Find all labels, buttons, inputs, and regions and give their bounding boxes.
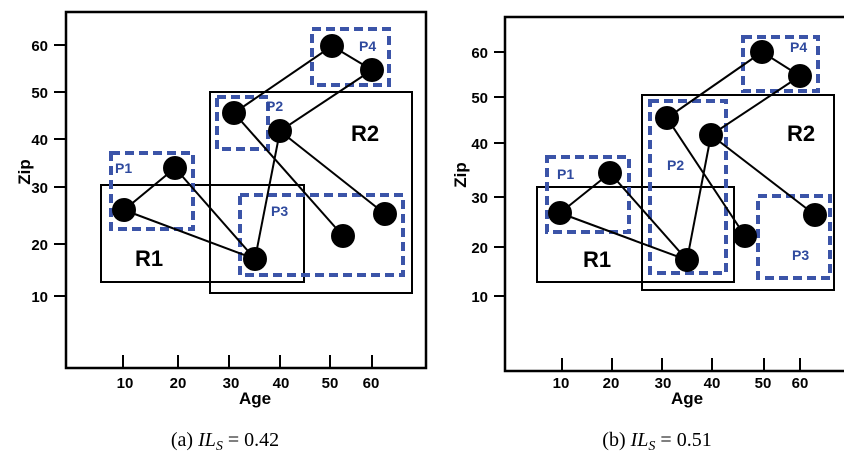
panel-a-x-label: Age	[239, 389, 271, 408]
panel-a-point	[320, 34, 344, 58]
panel-a-frame	[64, 10, 428, 370]
panel-a-ytick: 20	[31, 237, 48, 254]
panel-a-partition-p2	[215, 95, 270, 151]
panel-b-ytick: 20	[471, 240, 488, 257]
panel-b-y-axis: 60 50 40 30 20 10 Zip	[451, 45, 505, 306]
panel-b-edge	[666, 117, 746, 237]
panel-a-xtick: 60	[363, 375, 380, 392]
panel-a-ytick: 10	[31, 289, 48, 306]
panel-a-edge	[254, 130, 281, 260]
panel-b: 60 50 40 30 20 10 Zip 10 20 30 40 50 60 …	[451, 15, 844, 454]
panel-a-partition-p1	[109, 151, 195, 231]
panel-b-partition-p1-label: P1	[557, 166, 574, 182]
panel-b-edge	[686, 134, 712, 261]
panel-b-ytick: 60	[471, 45, 488, 62]
panel-a-y-label: Zip	[15, 159, 34, 185]
panel-b-point	[598, 161, 622, 185]
panel-a-xtick: 20	[170, 375, 187, 392]
panel-b-edge	[559, 212, 688, 261]
panel-a-region-r1	[100, 184, 305, 283]
panel-b-partition-p3-label: P3	[792, 247, 809, 263]
panel-a-edge	[123, 209, 256, 260]
panel-a-ytick: 50	[31, 85, 48, 102]
panel-a-region-r1-label: R1	[135, 246, 163, 271]
panel-b-point	[675, 248, 699, 272]
panel-a-partition-p3-label: P3	[271, 203, 288, 219]
panel-a-xtick: 50	[322, 375, 339, 392]
panel-a-point	[268, 119, 292, 143]
panel-a-ytick: 30	[31, 180, 48, 197]
panel-b-point	[750, 40, 774, 64]
panel-a: 60 50 40 30 20 10 Zip 10 20 30 40 50 60 …	[15, 10, 428, 454]
panel-b-partition-p2	[648, 99, 728, 275]
panel-b-caption: (b) ILS = 0.51	[602, 429, 711, 454]
panel-b-region-r1-label: R1	[583, 247, 611, 272]
panel-b-point	[803, 203, 827, 227]
panel-b-region-r2	[641, 94, 835, 291]
panel-b-xtick: 20	[603, 375, 620, 392]
panel-a-edge	[233, 112, 344, 237]
panel-b-partition-p3	[756, 194, 832, 280]
panel-b-point	[699, 123, 723, 147]
panel-a-partition-p3	[238, 193, 405, 277]
panel-b-partition-p4-label: P4	[790, 39, 807, 55]
panel-a-edge	[233, 45, 333, 114]
panel-a-point	[163, 156, 187, 180]
panel-b-edge	[666, 51, 763, 119]
panel-a-region-r2-label: R2	[351, 121, 379, 146]
panel-a-edge	[279, 69, 373, 132]
panel-b-ytick: 40	[471, 136, 488, 153]
panel-b-xtick: 30	[655, 375, 672, 392]
panel-b-ytick: 30	[471, 190, 488, 207]
panel-b-xtick: 10	[553, 375, 570, 392]
panel-a-edge	[174, 167, 256, 260]
panel-a-point	[373, 202, 397, 226]
panel-a-partition-p4-label: P4	[359, 38, 376, 54]
panel-a-point	[222, 101, 246, 125]
panel-a-ytick: 40	[31, 132, 48, 149]
panel-b-point	[548, 201, 572, 225]
panel-b-partition-p2-label: P2	[667, 157, 684, 173]
panel-b-ytick: 50	[471, 90, 488, 107]
panel-b-region-r2-label: R2	[787, 121, 815, 146]
panel-b-edge	[609, 172, 688, 261]
panel-b-frame	[503, 15, 844, 373]
panel-a-point	[112, 198, 136, 222]
panel-b-edge	[710, 75, 801, 136]
panel-b-ytick: 10	[471, 289, 488, 306]
panel-a-xtick: 10	[117, 375, 134, 392]
panel-a-point	[331, 224, 355, 248]
panel-a-ytick: 60	[31, 38, 48, 55]
panel-a-point	[243, 247, 267, 271]
panel-b-xtick: 60	[792, 375, 809, 392]
panel-b-point	[733, 224, 757, 248]
panel-a-xtick: 30	[223, 375, 240, 392]
panel-b-xtick: 50	[755, 375, 772, 392]
panel-a-point	[360, 58, 384, 82]
panel-a-partition-p1-label: P1	[115, 160, 132, 176]
panel-b-edge	[710, 134, 816, 216]
panel-a-edge	[279, 130, 386, 215]
panel-a-region-r2	[209, 91, 413, 294]
panel-b-xtick: 40	[704, 375, 721, 392]
panel-a-x-axis: 10 20 30 40 50 60 Age	[117, 355, 380, 408]
panel-b-x-label: Age	[671, 389, 703, 408]
panel-b-point	[655, 106, 679, 130]
panel-a-partition-p2-label: P2	[266, 98, 283, 114]
panel-a-caption: (a) ILS = 0.42	[171, 429, 279, 454]
panel-b-y-label: Zip	[451, 162, 470, 188]
panel-a-y-axis: 60 50 40 30 20 10 Zip	[15, 38, 66, 306]
panel-b-point	[788, 64, 812, 88]
panel-b-x-axis: 10 20 30 40 50 60 Age	[553, 358, 809, 408]
panel-a-xtick: 40	[273, 375, 290, 392]
